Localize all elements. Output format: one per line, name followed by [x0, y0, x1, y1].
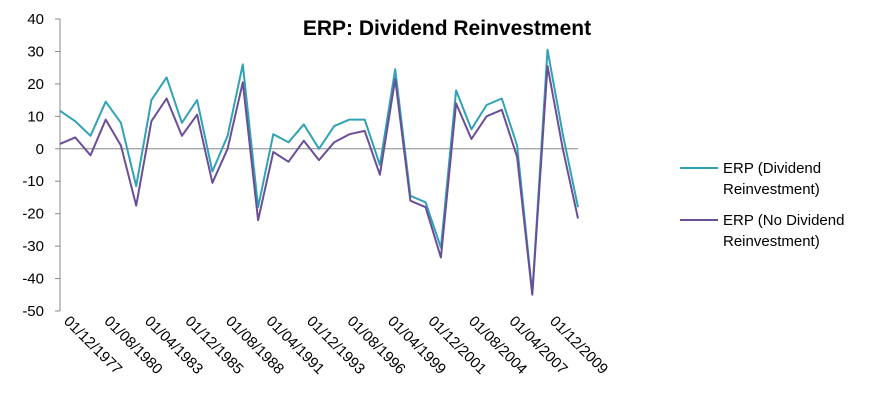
- series-lines: [59, 48, 579, 296]
- y-tick-label: -30: [22, 238, 44, 255]
- y-tick-label: -10: [22, 173, 44, 190]
- y-tick-label: -50: [22, 303, 44, 320]
- y-tick-label: 10: [27, 108, 44, 125]
- series-line-1: [59, 48, 579, 295]
- y-tick-label: 0: [36, 141, 44, 158]
- y-axis-ticks: 40 30 20 10 0 -10 -20 -30 -40 -50: [22, 11, 60, 320]
- legend: ERP (Dividend Reinvestment) ERP (No Divide…: [680, 160, 844, 250]
- y-tick-label: 40: [27, 11, 44, 28]
- chart-title: ERP: Dividend Reinvestment: [303, 17, 591, 40]
- y-tick-label: -40: [22, 271, 44, 288]
- axes: [59, 19, 578, 311]
- legend-label: ERP (No Dividend Reinvestment): [723, 212, 844, 250]
- series-line-2: [59, 65, 579, 296]
- y-tick-label: 20: [27, 76, 44, 93]
- x-axis-ticks: 01/12/197701/08/198001/04/198301/12/1985…: [60, 313, 611, 378]
- y-tick-label: -20: [22, 206, 44, 223]
- y-tick-label: 30: [27, 43, 44, 60]
- legend-label: ERP (Dividend Reinvestment): [723, 160, 821, 198]
